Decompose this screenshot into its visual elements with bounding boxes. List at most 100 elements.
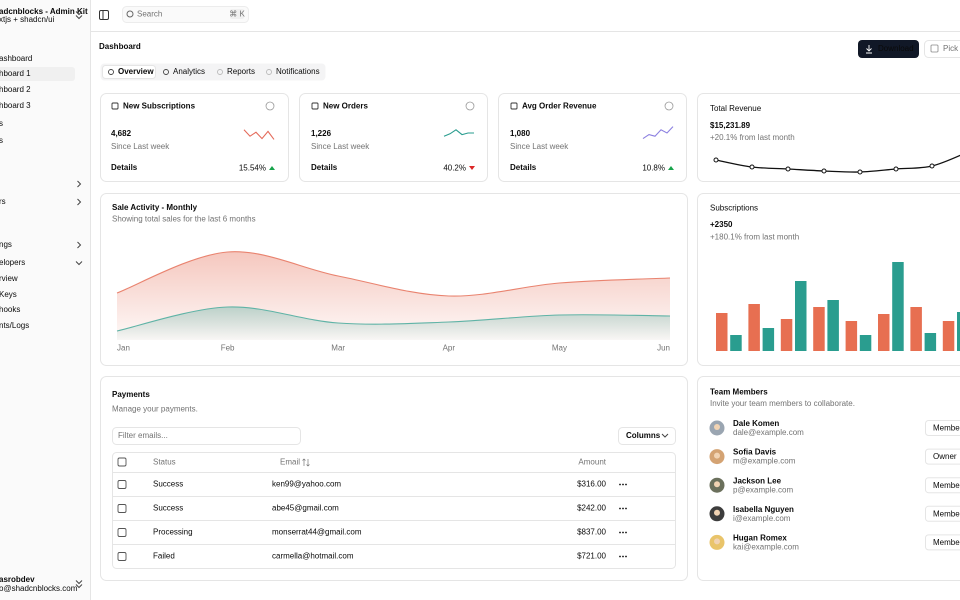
role-button[interactable] — [925, 477, 960, 494]
bar — [813, 307, 825, 351]
revenue-line — [715, 154, 960, 173]
stat-details: Details — [111, 163, 138, 172]
cell-status: Success — [153, 480, 183, 489]
revenue-card — [697, 93, 960, 182]
columns-button[interactable] — [618, 427, 676, 445]
chevron — [75, 11, 83, 16]
member-email: kai@example.com — [733, 543, 799, 552]
revenue-dot — [749, 164, 755, 170]
active-nav-bg — [0, 67, 75, 81]
stat-value: 1,226 — [311, 129, 332, 138]
row-menu-dot — [619, 531, 621, 534]
sidebar — [0, 0, 90, 600]
cell-email: monserrat44@gmail.com — [272, 528, 362, 537]
search-box[interactable] — [122, 6, 249, 23]
cell-status: Failed — [153, 552, 175, 561]
revenue-title: Total Revenue — [710, 104, 762, 113]
bar — [762, 328, 775, 351]
row-menu-dot — [619, 507, 621, 510]
nav-item: rs — [0, 197, 6, 206]
role-button[interactable] — [925, 534, 960, 551]
stat-caption: Since Last week — [311, 142, 370, 151]
team-title: Team Members — [710, 388, 768, 397]
area-line — [116, 251, 671, 297]
member-email: p@example.com — [733, 485, 793, 494]
sidebar-toggle[interactable] — [99, 10, 109, 20]
checkbox[interactable] — [117, 504, 127, 513]
x-tick-label: Mar — [331, 344, 345, 353]
revenue-dot — [857, 169, 863, 175]
tab-icon — [108, 69, 114, 75]
chevron — [75, 584, 83, 589]
row-menu-dot — [622, 507, 624, 510]
info-icon — [664, 101, 674, 111]
download-button[interactable] — [858, 40, 919, 58]
trend-arrow — [269, 166, 275, 170]
download-label: Download — [878, 44, 914, 53]
revenue-dot — [713, 157, 719, 163]
stat-icon — [311, 102, 319, 110]
nav-item: elopers — [0, 258, 25, 267]
cell-amount: $316.00 — [577, 480, 606, 489]
tab: Analytics — [173, 67, 205, 76]
stat-title: New Orders — [323, 102, 368, 111]
sparkline — [642, 126, 674, 140]
bar — [795, 281, 807, 351]
subs-value: +2350 — [710, 220, 733, 229]
member-name: Hugan Romex — [733, 534, 787, 543]
sort-icon — [302, 458, 310, 467]
role-button[interactable] — [925, 420, 960, 436]
bar — [716, 313, 728, 351]
chevron — [77, 198, 82, 206]
checkbox[interactable] — [117, 528, 127, 537]
revenue-dot — [785, 166, 791, 172]
revenue-dot — [821, 168, 827, 174]
area-line — [116, 306, 671, 332]
search-placeholder: Search — [137, 10, 162, 19]
stat-caption: Since Last week — [111, 142, 170, 151]
member-role: Member — [933, 509, 960, 518]
cell-email: carmella@hotmail.com — [272, 552, 354, 561]
nav-item: hboard 2 — [0, 85, 31, 94]
cell-email: ken99@yahoo.com — [272, 480, 341, 489]
avatar-face — [714, 509, 720, 516]
row-menu-dot — [622, 531, 624, 534]
checkbox[interactable] — [117, 480, 127, 489]
info-icon — [465, 101, 475, 111]
cell-email: abe45@gmail.com — [272, 504, 339, 513]
active-tab[interactable] — [102, 65, 156, 79]
member-name: Sofia Davis — [733, 448, 777, 457]
stat-details: Details — [311, 163, 338, 172]
stat-icon — [111, 102, 119, 110]
stat-card — [100, 93, 289, 182]
filter-input[interactable] — [112, 427, 301, 445]
row-menu-dot — [619, 555, 621, 558]
bar — [942, 321, 955, 351]
row-menu-dot — [625, 483, 627, 486]
member-email: dale@example.com — [733, 428, 804, 437]
bar — [924, 333, 937, 351]
columns-label: Columns — [626, 431, 661, 440]
checkbox[interactable] — [117, 457, 127, 467]
member-role: Member — [933, 424, 960, 433]
nav-item: hboard 1 — [0, 69, 31, 78]
info-icon — [265, 101, 275, 111]
nav-item: ngs — [0, 240, 12, 249]
sales-subtitle: Showing total sales for the last 6 month… — [112, 215, 256, 224]
member-email: m@example.com — [733, 457, 796, 466]
trend-arrow — [668, 166, 674, 170]
team-card — [697, 376, 960, 581]
payments-title: Payments — [112, 390, 150, 399]
role-button[interactable] — [925, 505, 960, 522]
cell-amount: $242.00 — [577, 504, 606, 513]
member-name: Isabella Nguyen — [733, 505, 794, 514]
role-button[interactable] — [925, 448, 960, 465]
revenue-dot — [893, 166, 899, 172]
revenue-dot — [929, 163, 935, 169]
nav-item: Keys — [0, 290, 17, 299]
tab-icon — [266, 69, 272, 75]
checkbox[interactable] — [117, 552, 127, 561]
bar — [957, 312, 960, 351]
tabs — [100, 63, 326, 81]
